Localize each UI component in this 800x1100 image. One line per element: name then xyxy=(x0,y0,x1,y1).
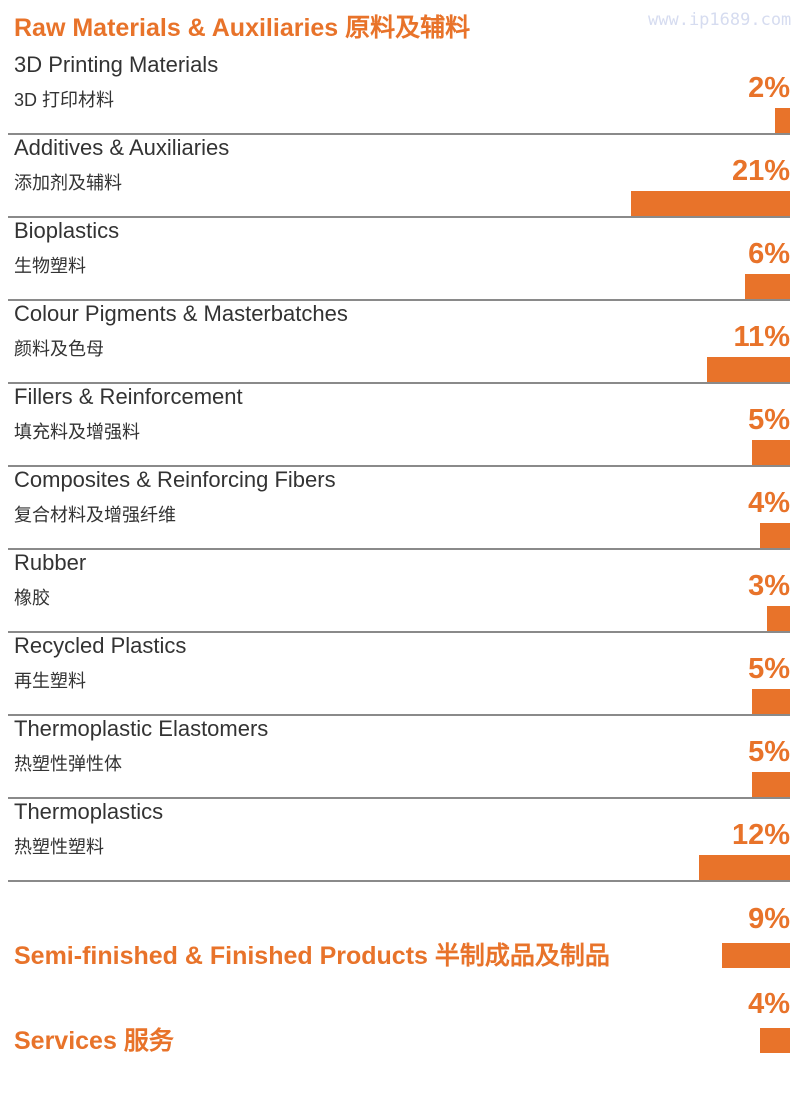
category-label-cn: 添加剂及辅料 xyxy=(14,173,122,193)
bar xyxy=(767,606,790,631)
category-label-en: Thermoplastic Elastomers xyxy=(14,716,269,741)
group-row: Semi-finished & Finished Products 半制成品及制… xyxy=(8,903,790,1015)
data-label: 12% xyxy=(731,819,790,851)
data-label: 5% xyxy=(748,404,790,436)
bar-row: Recycled Plastics 再生塑料 5% xyxy=(8,631,790,716)
bar xyxy=(752,689,790,714)
category-label-en: Colour Pigments & Masterbatches xyxy=(14,301,348,326)
group-label: Services 服务 xyxy=(14,1027,174,1055)
bar-row: Rubber 橡胶 3% xyxy=(8,548,790,633)
category-label-en: Additives & Auxiliaries xyxy=(14,135,230,160)
data-label: 9% xyxy=(748,903,790,935)
bar-row: 3D Printing Materials 3D 打印材料 2% xyxy=(8,50,790,135)
data-label: 4% xyxy=(748,487,790,519)
data-label: 6% xyxy=(748,238,790,270)
bar xyxy=(706,357,790,382)
bar xyxy=(721,943,790,968)
bar-row: Colour Pigments & Masterbatches 颜料及色母 11% xyxy=(8,299,790,384)
bar-row: Bioplastics 生物塑料 6% xyxy=(8,216,790,301)
group-label: Semi-finished & Finished Products 半制成品及制… xyxy=(14,942,610,970)
bar-row: Composites & Reinforcing Fibers 复合材料及增强纤维… xyxy=(8,465,790,550)
bar-row: Fillers & Reinforcement 填充料及增强料 5% xyxy=(8,382,790,467)
data-label: 5% xyxy=(748,653,790,685)
category-label-cn: 生物塑料 xyxy=(14,256,86,276)
bar xyxy=(752,440,790,465)
watermark: www.ip1689.com xyxy=(648,10,792,30)
category-label-en: Bioplastics xyxy=(14,218,120,243)
category-label-en: Rubber xyxy=(14,550,87,575)
bar xyxy=(759,523,790,548)
bar-row: Additives & Auxiliaries 添加剂及辅料 21% xyxy=(8,133,790,218)
category-label-cn: 颜料及色母 xyxy=(14,339,104,359)
bar xyxy=(759,1028,790,1053)
bar xyxy=(744,274,790,299)
category-label-cn: 热塑性塑料 xyxy=(14,837,104,857)
data-label: 21% xyxy=(731,155,790,187)
category-label-cn: 填充料及增强料 xyxy=(14,422,140,442)
category-label-en: Composites & Reinforcing Fibers xyxy=(14,467,336,492)
bar-row: Thermoplastic Elastomers 热塑性弹性体 5% xyxy=(8,714,790,799)
category-label-cn: 再生塑料 xyxy=(14,671,86,691)
bar xyxy=(699,855,790,880)
category-label-cn: 复合材料及增强纤维 xyxy=(14,505,176,525)
bar-row: Thermoplastics 热塑性塑料 12% xyxy=(8,797,790,882)
group-row: Services 服务 4% xyxy=(8,988,790,1100)
category-label-cn: 橡胶 xyxy=(14,588,50,608)
category-label-cn: 热塑性弹性体 xyxy=(14,754,122,774)
category-label-en: 3D Printing Materials xyxy=(14,52,219,77)
category-label-cn: 3D 打印材料 xyxy=(14,90,115,110)
bar xyxy=(752,772,790,797)
category-label-en: Thermoplastics xyxy=(14,799,164,824)
data-label: 4% xyxy=(748,988,790,1020)
bar xyxy=(631,191,790,216)
chart-title: Raw Materials & Auxiliaries 原料及辅料 xyxy=(14,14,471,42)
data-label: 5% xyxy=(748,736,790,768)
bar xyxy=(774,108,790,133)
data-label: 2% xyxy=(748,72,790,104)
category-label-en: Fillers & Reinforcement xyxy=(14,384,243,409)
data-label: 3% xyxy=(748,570,790,602)
data-label: 11% xyxy=(733,321,790,353)
category-label-en: Recycled Plastics xyxy=(14,633,187,658)
